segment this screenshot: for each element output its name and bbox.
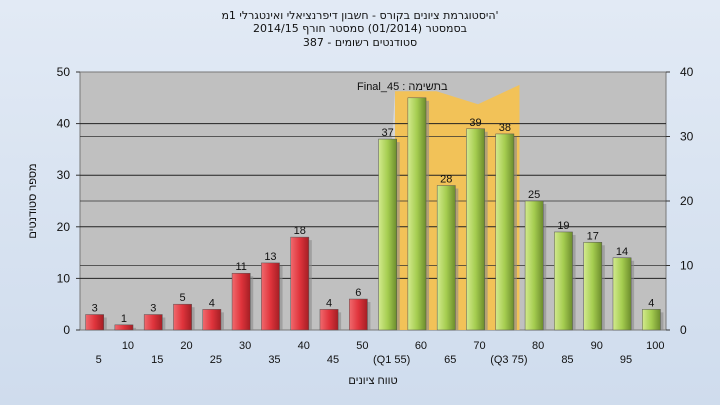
bar-value-label: 14 (616, 246, 628, 258)
bar (583, 242, 603, 331)
bar-value-label: 37 (382, 127, 394, 139)
bar-value-label: 17 (587, 230, 599, 242)
x-tick-label: 95 (620, 354, 632, 366)
chart-title-line-3: 387 - סטודנטים רשומים (302, 36, 418, 49)
bar-value-label: 1 (121, 313, 127, 325)
y-tick-label-left: 20 (57, 220, 71, 234)
x-tick-label: 25 (210, 354, 222, 366)
bar-value-label: 6 (355, 287, 361, 299)
y-tick-label-left: 30 (57, 168, 71, 182)
bar (231, 272, 251, 331)
bar (202, 309, 222, 331)
bar-value-label: 4 (209, 297, 215, 309)
bar (466, 128, 485, 331)
bar-value-label: 19 (557, 220, 569, 232)
x-tick-label: 15 (151, 354, 163, 366)
x-tick-label: 70 (473, 340, 485, 352)
bar-value-label: 4 (648, 297, 654, 309)
bar (173, 303, 192, 331)
bar-value-label: 5 (179, 292, 185, 304)
bar-value-label: 25 (528, 189, 540, 201)
y-tick-label-right: 20 (680, 194, 694, 208)
bar (85, 314, 104, 331)
chart-title-line-1: היסטוגרמת ציונים בקורס - חשבון דיפרנציאל… (221, 9, 499, 22)
x-tick-label: (Q1 55) (373, 354, 410, 366)
bar-value-label: 13 (264, 251, 276, 263)
bar-value-label: 18 (294, 225, 306, 237)
bar-value-label: 38 (499, 122, 511, 134)
y-tick-label-right: 10 (680, 259, 694, 273)
bar (319, 309, 339, 331)
x-tick-label: 30 (239, 340, 251, 352)
y-tick-label-left: 40 (57, 117, 71, 131)
y-tick-label-left: 0 (63, 323, 70, 337)
bar (290, 236, 310, 331)
x-tick-label: 45 (327, 354, 339, 366)
chart-annotation: בתשימה : Final_45 (357, 81, 448, 93)
y-axis-title: מספר סטודנטים (27, 163, 39, 238)
x-tick-label: 100 (646, 340, 664, 352)
x-tick-label: 85 (561, 354, 573, 366)
y-tick-label-left: 50 (57, 65, 71, 79)
bar (612, 257, 632, 331)
x-tick-label: 90 (591, 340, 603, 352)
bar-value-label: 4 (326, 297, 332, 309)
x-tick-label: 10 (122, 340, 134, 352)
bar (261, 262, 280, 331)
x-axis-title: טווח ציונים (348, 375, 397, 387)
x-tick-label: 20 (180, 340, 192, 352)
x-tick-label: 65 (444, 354, 456, 366)
bar-value-label: 39 (469, 117, 481, 129)
bar-value-label: 11 (235, 261, 246, 273)
bar (436, 185, 456, 331)
bar (407, 97, 427, 331)
bar-value-label: 3 (92, 303, 98, 315)
bar (495, 133, 515, 331)
x-tick-label: 35 (268, 354, 280, 366)
bar (349, 298, 368, 331)
bar-value-label: 28 (440, 174, 452, 186)
bar (143, 314, 163, 331)
x-tick-label: 40 (298, 340, 310, 352)
y-tick-label-left: 10 (57, 271, 71, 285)
y-tick-label-right: 40 (680, 65, 694, 79)
x-tick-label: 80 (532, 340, 544, 352)
chart-title-line-2: בסמסטר (01/2014) סמסטר חורף 2014/15 (253, 22, 467, 35)
bar (524, 200, 544, 331)
x-tick-label: 60 (415, 340, 427, 352)
bar-value-label: 3 (150, 303, 156, 315)
bar (114, 324, 134, 331)
bar (554, 231, 573, 331)
y-tick-label-right: 30 (680, 130, 694, 144)
x-tick-label: (Q3 75) (490, 354, 527, 366)
bar (642, 309, 661, 331)
x-tick-label: 5 (96, 354, 102, 366)
bar (378, 138, 397, 331)
x-tick-label: 50 (356, 340, 368, 352)
y-tick-label-right: 0 (680, 323, 687, 337)
